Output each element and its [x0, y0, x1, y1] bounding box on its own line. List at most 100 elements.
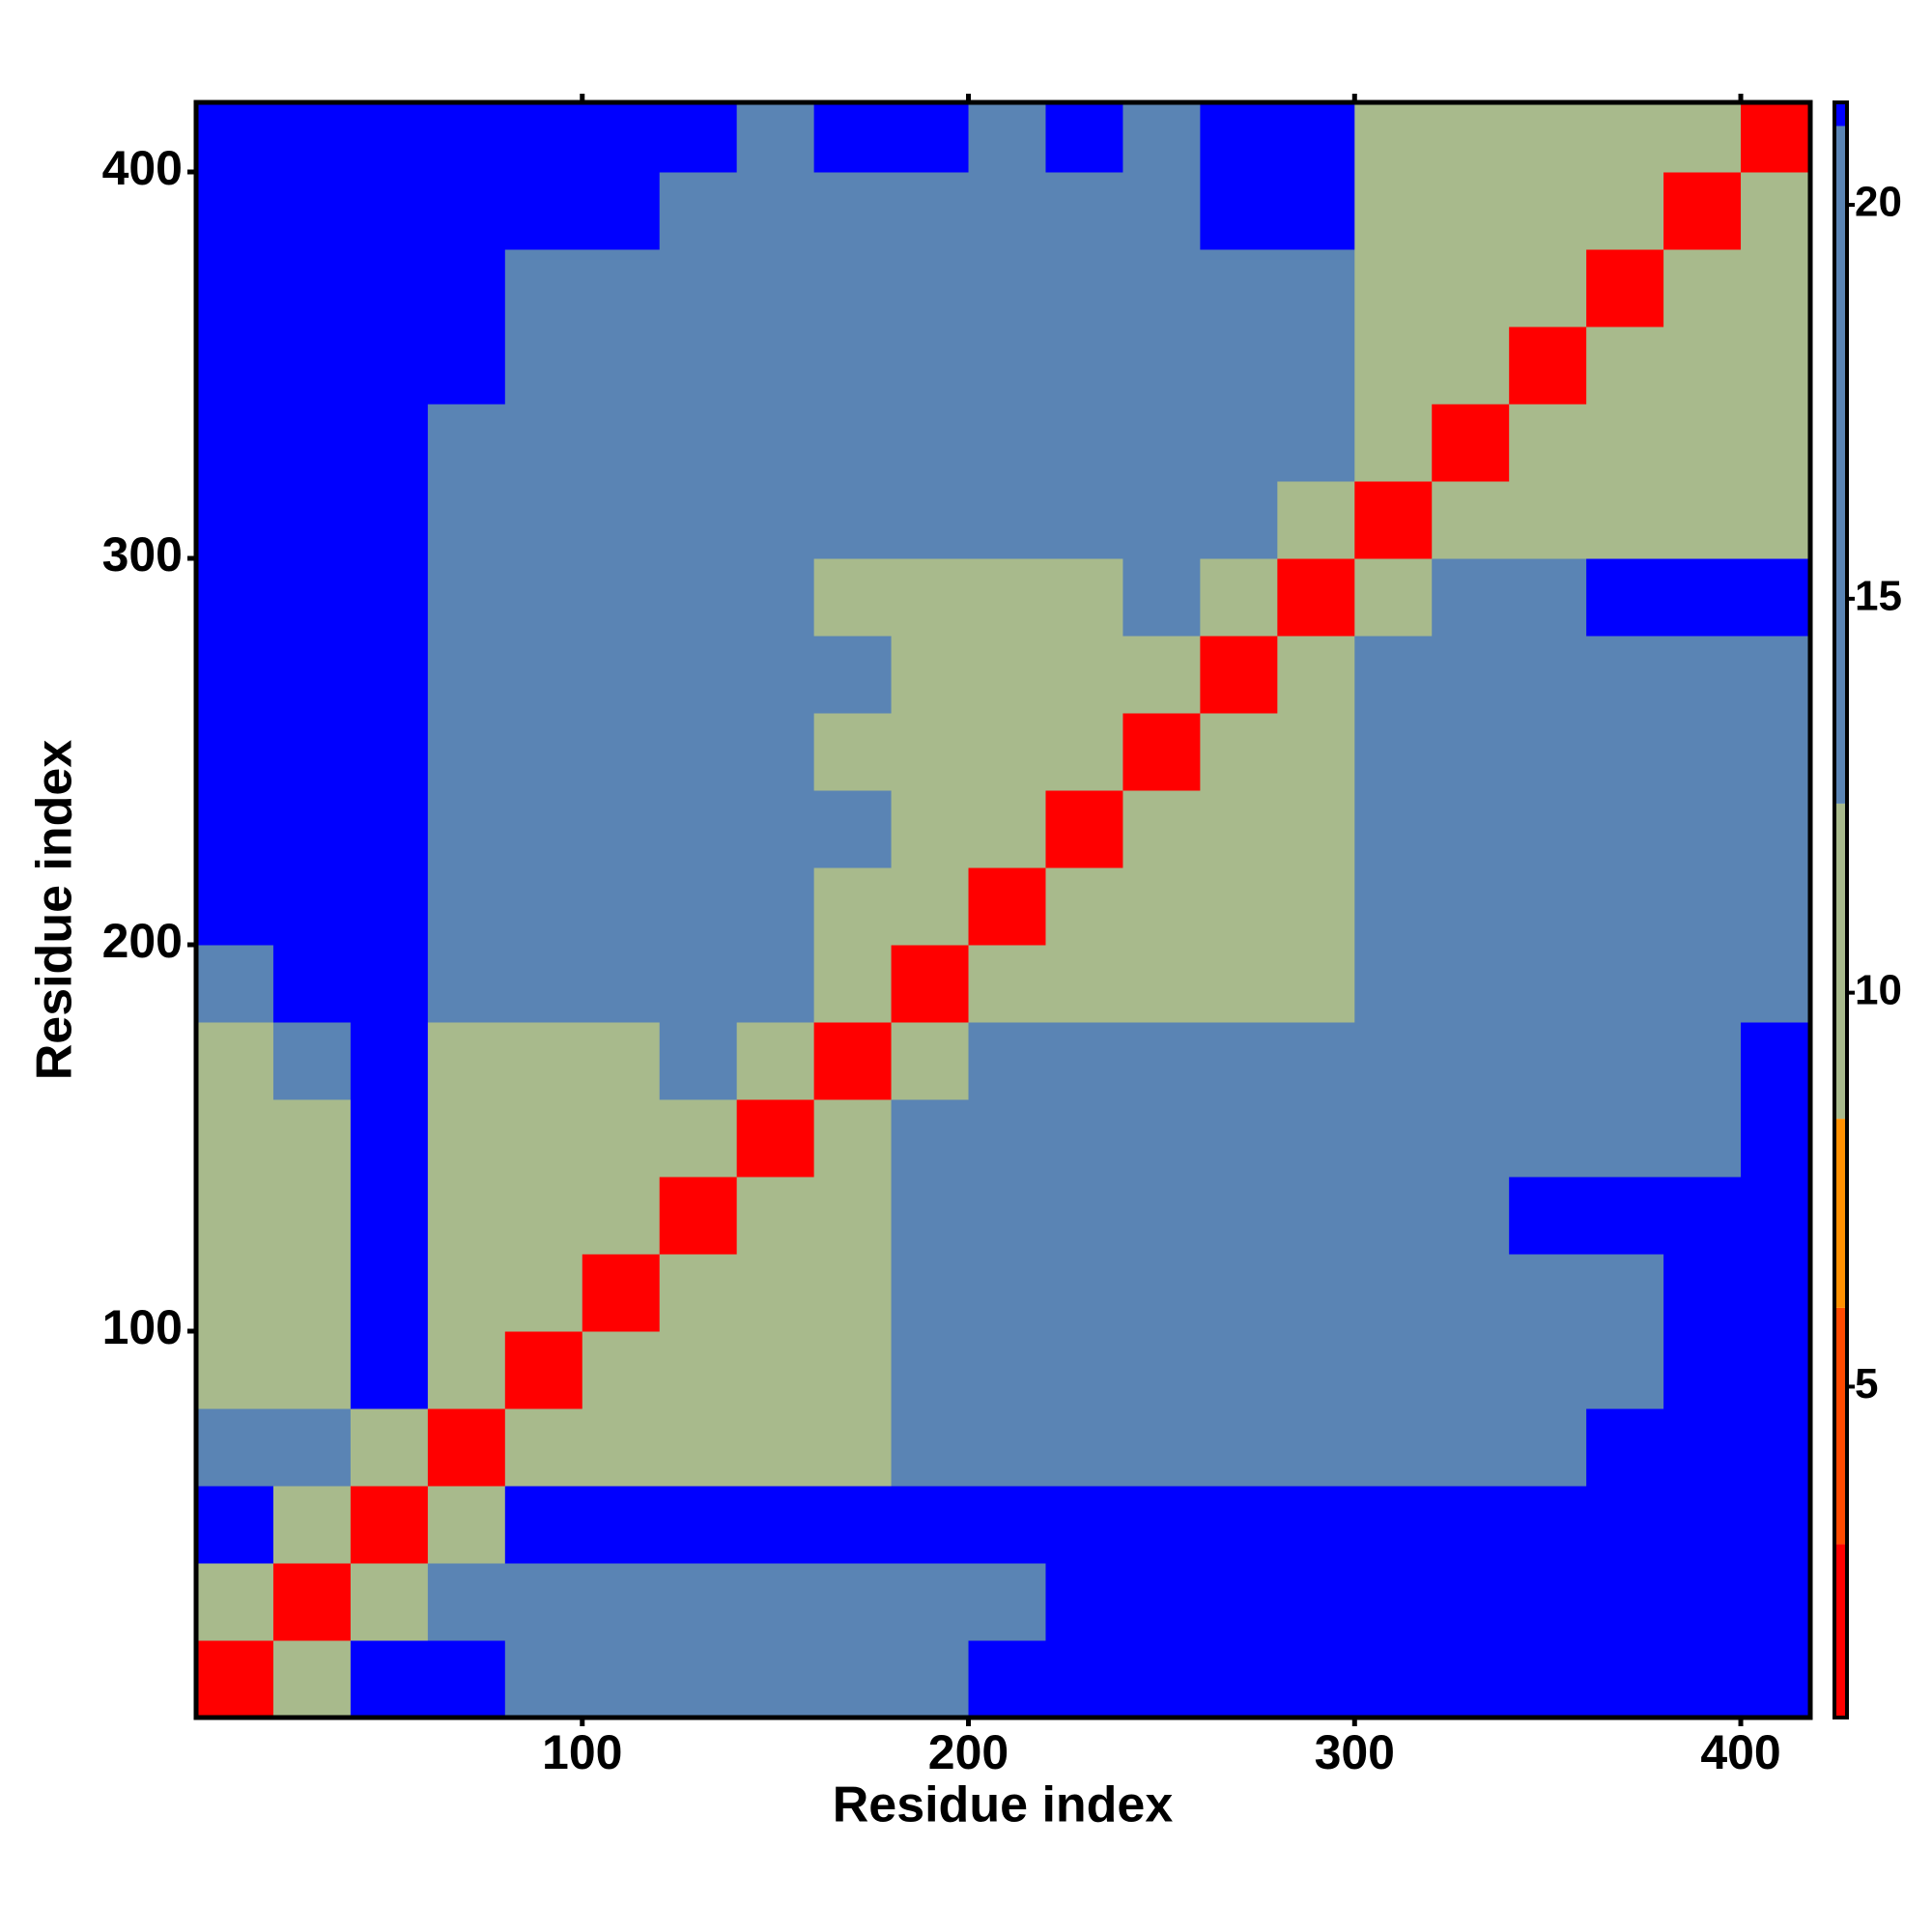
heatmap-cell — [1432, 172, 1510, 250]
heatmap-cell — [968, 249, 1046, 327]
heatmap-cell — [659, 1563, 738, 1641]
heatmap-cell — [968, 1640, 1046, 1718]
heatmap-cell — [1045, 102, 1123, 173]
heatmap-cell — [813, 172, 893, 250]
heatmap-cell — [272, 327, 352, 405]
heatmap-cell — [1200, 327, 1278, 405]
heatmap-cell — [504, 636, 583, 714]
heatmap-cell — [1663, 1640, 1742, 1718]
heatmap-cell — [582, 327, 661, 405]
heatmap-cell — [196, 867, 274, 946]
heatmap-cell — [1122, 327, 1201, 405]
heatmap-cell — [272, 636, 352, 714]
heatmap-cell — [196, 1022, 274, 1100]
heatmap-cell — [1509, 172, 1587, 250]
heatmap-cell — [736, 1254, 815, 1332]
heatmap-cell — [272, 172, 352, 250]
heatmap-cell — [1586, 945, 1664, 1023]
heatmap-cell — [1354, 327, 1433, 405]
heatmap-cell — [1509, 790, 1587, 868]
heatmap-cell — [1122, 1486, 1201, 1564]
y-axis-title: Residue index — [27, 740, 83, 1081]
heatmap-cell — [1045, 1331, 1123, 1409]
heatmap-cell — [1663, 327, 1742, 405]
heatmap-cell — [1586, 249, 1664, 327]
heatmap-cell — [1432, 1408, 1510, 1487]
heatmap-cell — [813, 867, 893, 946]
heatmap-cell — [272, 1254, 352, 1332]
heatmap-cell — [504, 1022, 583, 1100]
heatmap-cell — [272, 1563, 352, 1641]
heatmap-cell — [272, 790, 352, 868]
heatmap-cell — [427, 713, 506, 791]
heatmap-cell — [427, 636, 506, 714]
heatmap-cell — [891, 1331, 970, 1409]
heatmap-cell — [1432, 1022, 1510, 1100]
heatmap-cell — [1122, 172, 1201, 250]
heatmap-cell — [1509, 1408, 1587, 1487]
heatmap-cell — [1122, 1331, 1201, 1409]
heatmap-cell — [427, 1486, 506, 1564]
heatmap-cell — [350, 1254, 429, 1332]
heatmap-cell — [1586, 481, 1664, 559]
heatmap-cell — [1509, 636, 1587, 714]
heatmap-cell — [1200, 713, 1278, 791]
colorbar-tick-label: 20 — [1855, 179, 1902, 226]
heatmap-cell — [1200, 249, 1278, 327]
heatmap-cell — [1741, 1408, 1810, 1487]
heatmap-cell — [1122, 1177, 1201, 1255]
heatmap-cell — [1045, 1022, 1123, 1100]
heatmap-cell — [196, 790, 274, 868]
heatmap-cell — [891, 867, 970, 946]
heatmap-cell — [813, 790, 893, 868]
heatmap-cell — [1354, 1408, 1433, 1487]
heatmap-cell — [1045, 1408, 1123, 1487]
heatmap-cell — [968, 558, 1046, 637]
heatmap-cell — [968, 713, 1046, 791]
heatmap-cell — [1432, 1563, 1510, 1641]
heatmap-cell — [1200, 1331, 1278, 1409]
heatmap-cell — [891, 404, 970, 482]
heatmap-cell — [1200, 1099, 1278, 1178]
heatmap-cell — [659, 1408, 738, 1487]
heatmap-cell — [427, 1640, 506, 1718]
heatmap-cell — [350, 481, 429, 559]
heatmap-cell — [1277, 404, 1355, 482]
heatmap-cell — [272, 558, 352, 637]
heatmap-cell — [196, 102, 274, 173]
heatmap-cell — [1586, 713, 1664, 791]
heatmap-cell — [813, 1486, 893, 1564]
heatmap-cell — [1432, 790, 1510, 868]
heatmap-cell — [968, 790, 1046, 868]
heatmap-cell — [1122, 636, 1201, 714]
heatmap-cell — [659, 636, 738, 714]
heatmap-cell — [813, 102, 893, 173]
heatmap-cell — [582, 558, 661, 637]
heatmap-cell — [1122, 1408, 1201, 1487]
heatmap-cell — [1741, 481, 1810, 559]
heatmap-cell — [196, 172, 274, 250]
heatmap-cell — [504, 558, 583, 637]
colorbar-frame — [1833, 100, 1849, 1719]
heatmap-cell — [1586, 1099, 1664, 1178]
heatmap-cell — [813, 1099, 893, 1178]
heatmap-cell — [504, 102, 583, 173]
heatmap-cell — [813, 713, 893, 791]
heatmap-cell — [659, 327, 738, 405]
colorbar-tick-label: 15 — [1855, 572, 1902, 619]
heatmap-cell — [1509, 249, 1587, 327]
heatmap-cell — [736, 1331, 815, 1409]
heatmap-cell — [582, 1022, 661, 1100]
heatmap-cell — [891, 945, 970, 1023]
heatmap-cell — [1277, 1331, 1355, 1409]
heatmap-cell — [1200, 172, 1278, 250]
heatmap-cell — [1509, 867, 1587, 946]
heatmap-cell — [427, 404, 506, 482]
heatmap-cell — [1277, 945, 1355, 1023]
heatmap-cell — [504, 327, 583, 405]
heatmap-cell — [1663, 172, 1742, 250]
heatmap-cell — [427, 1022, 506, 1100]
heatmap-cell — [1200, 481, 1278, 559]
colorbar-tick-label: 10 — [1855, 966, 1902, 1013]
heatmap-cell — [736, 1099, 815, 1178]
